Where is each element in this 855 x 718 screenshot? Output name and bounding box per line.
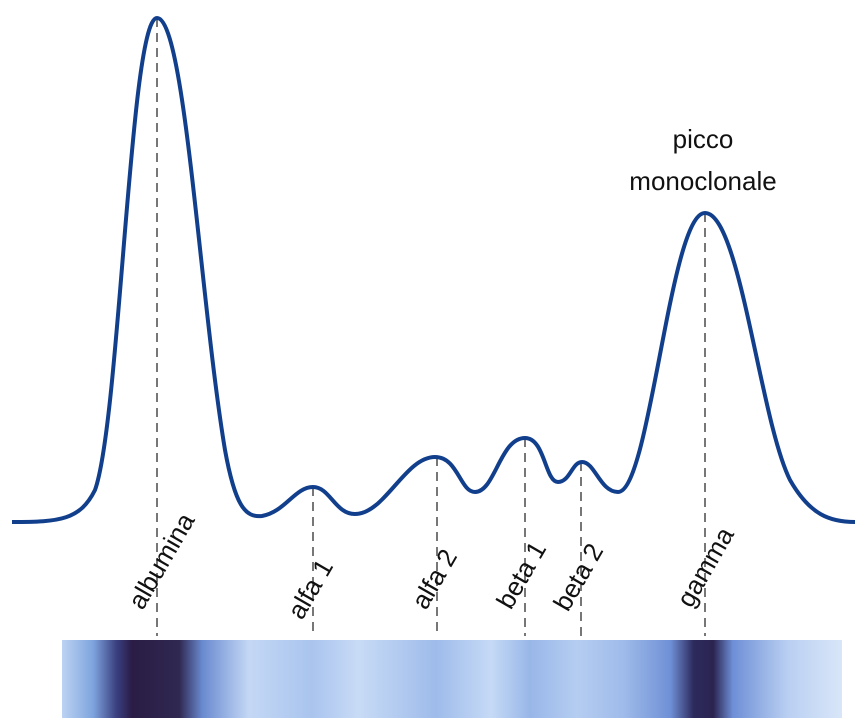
fraction-label: gamma xyxy=(670,521,740,612)
annotation-line: monoclonale xyxy=(629,166,776,196)
densitometry-curve xyxy=(12,18,855,522)
gel-strip xyxy=(62,640,842,718)
electrophoresis-diagram: albumina alfa 1 alfa 2 beta 1 beta 2 gam… xyxy=(0,0,855,718)
fraction-label: alfa 1 xyxy=(281,554,339,624)
fraction-guides xyxy=(157,18,705,636)
fraction-label: beta 1 xyxy=(490,536,552,614)
fraction-label: albumina xyxy=(122,507,201,614)
fraction-label: alfa 2 xyxy=(405,544,463,614)
fraction-label: beta 2 xyxy=(547,538,609,616)
annotation-line: picco xyxy=(673,124,734,154)
